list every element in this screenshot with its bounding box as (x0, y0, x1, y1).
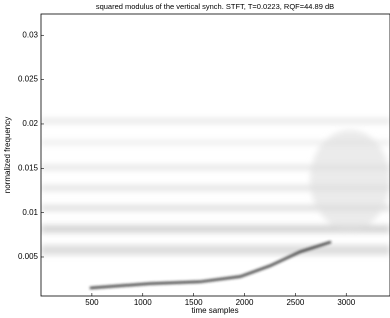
y-tick-label: 0.01 (22, 208, 38, 217)
x-tick-label: 500 (85, 298, 99, 307)
y-axis-label: normalized frequency (3, 117, 12, 193)
y-tick-label: 0.015 (18, 163, 39, 172)
x-tick-label: 3000 (337, 298, 355, 307)
chart-title: squared modulus of the vertical synch. S… (96, 2, 334, 11)
y-tick-label: 0.025 (18, 75, 39, 84)
x-tick-label: 2000 (236, 298, 254, 307)
y-tick-label: 0.005 (18, 252, 39, 261)
x-axis-label: time samples (191, 306, 238, 315)
y-tick-label: 0.02 (22, 119, 38, 128)
background-texture (41, 118, 390, 255)
x-tick-label: 1500 (185, 298, 203, 307)
chart: squared modulus of the vertical synch. S… (0, 0, 390, 318)
y-tick-label: 0.03 (22, 30, 38, 39)
x-tick-label: 2500 (286, 298, 304, 307)
x-tick-label: 1000 (134, 298, 152, 307)
